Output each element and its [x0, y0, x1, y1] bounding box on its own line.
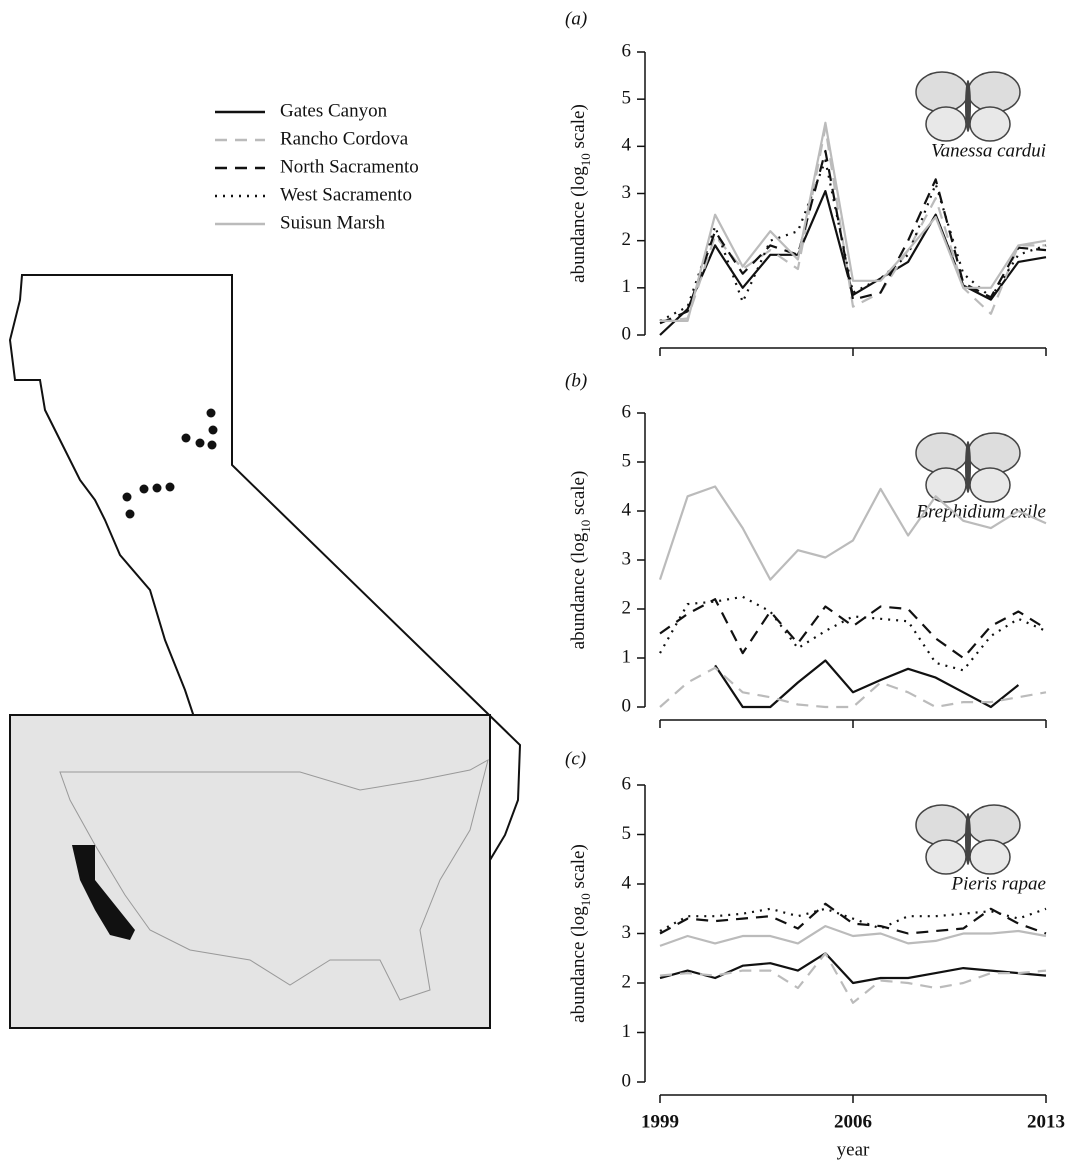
y-axis-label: abundance (log10 scale) [568, 844, 593, 1023]
legend-label: Suisun Marsh [280, 212, 386, 233]
series-line [659, 149, 1047, 325]
panel-label: (b) [565, 370, 587, 391]
y-axis-label-part: scale) [568, 844, 589, 893]
butterfly-illustration [915, 804, 1021, 875]
legend: Gates Canyon Rancho Cordova North Sacramen… [215, 100, 419, 233]
y-tick-label: 5 [622, 450, 632, 471]
series-line [659, 902, 1047, 935]
y-tick-label: 3 [622, 548, 632, 569]
y-tick-label: 4 [622, 135, 632, 156]
y-tick-label: 6 [622, 773, 632, 794]
y-tick-label: 0 [622, 1070, 632, 1091]
y-tick-label: 1 [622, 276, 632, 297]
y-tick-label: 2 [622, 597, 632, 618]
series-line [659, 952, 1047, 985]
y-tick-label: 2 [622, 229, 632, 250]
body [965, 813, 971, 865]
wing [969, 467, 1011, 503]
x-axis-label: year [837, 1139, 870, 1160]
y-tick-label: 4 [622, 499, 632, 520]
series-line [659, 126, 1046, 322]
y-axis-label-part: scale) [568, 104, 589, 153]
y-tick-label: 5 [622, 88, 632, 109]
y-tick-label: 3 [622, 182, 632, 203]
y-axis-label-part: 10 [578, 520, 593, 533]
wing [925, 467, 967, 503]
y-axis-label-part: abundance (log [568, 532, 589, 649]
series-line [659, 907, 1047, 932]
y-tick-label: 1 [622, 1021, 632, 1042]
y-tick-label: 3 [622, 922, 632, 943]
series-line [659, 925, 1047, 947]
wing [969, 839, 1011, 875]
series-line [714, 659, 1020, 709]
wing [967, 71, 1021, 113]
line-chart: (a) 0 1 2 3 4 5 6 abundance (log10 scale) Vanessa… [565, 8, 1047, 356]
y-tick-label: 0 [622, 323, 632, 344]
body [965, 441, 971, 493]
y-tick-label: 5 [622, 823, 632, 844]
y-tick-label: 2 [622, 971, 632, 992]
y-axis-label-part: abundance (log [568, 166, 589, 283]
y-axis-label: abundance (log10 scale) [568, 471, 593, 650]
wing [925, 839, 967, 875]
x-tick-label: 2006 [834, 1111, 872, 1132]
wing [915, 804, 969, 846]
line-chart: (b) 0 1 2 3 4 5 6 abundance (log10 scale) Brephid… [565, 370, 1047, 728]
species-name: Vanessa cardui [931, 140, 1046, 161]
wing [925, 106, 967, 142]
butterfly-illustration [915, 71, 1021, 142]
wing [969, 106, 1011, 142]
legend-label: Rancho Cordova [280, 128, 409, 149]
series-line [660, 121, 1047, 322]
panel-label: (a) [565, 8, 587, 29]
legend-label: North Sacramento [280, 156, 419, 177]
y-axis-label-part: abundance (log [568, 906, 589, 1023]
legend-label: Gates Canyon [280, 100, 388, 121]
wing [915, 432, 969, 474]
wing [967, 432, 1021, 474]
series-line [659, 595, 1047, 672]
species-name: Pieris rapae [951, 873, 1046, 894]
y-tick-label: 4 [622, 872, 632, 893]
y-axis-label-part: 10 [578, 153, 593, 166]
series-line [659, 952, 1047, 1004]
site-dots [122, 408, 218, 519]
panel-label: (c) [565, 748, 586, 769]
legend-label: West Sacramento [280, 184, 412, 205]
california-inset [72, 845, 135, 940]
us-outline [59, 758, 489, 1001]
y-tick-label: 6 [622, 40, 632, 61]
species-name: Brephidium exile [916, 501, 1046, 522]
x-tick-label: 1999 [641, 1111, 679, 1132]
series-line [659, 598, 1047, 660]
y-axis-label-part: scale) [568, 471, 589, 520]
body [965, 80, 971, 132]
y-tick-label: 0 [622, 695, 632, 716]
series-line [658, 485, 1047, 581]
y-axis-label: abundance (log10 scale) [568, 104, 593, 283]
x-tick-label: 2013 [1027, 1111, 1065, 1132]
line-chart: (c) 0 1 2 3 4 5 6 abundance (log10 scale) 1999 200… [565, 748, 1065, 1160]
y-tick-label: 6 [622, 401, 632, 422]
butterfly-illustration [915, 432, 1021, 503]
series-line [659, 666, 1047, 709]
series-line [659, 190, 1047, 336]
wing [967, 804, 1021, 846]
y-axis-label-part: 10 [578, 893, 593, 906]
y-tick-label: 1 [622, 646, 632, 667]
wing [915, 71, 969, 113]
